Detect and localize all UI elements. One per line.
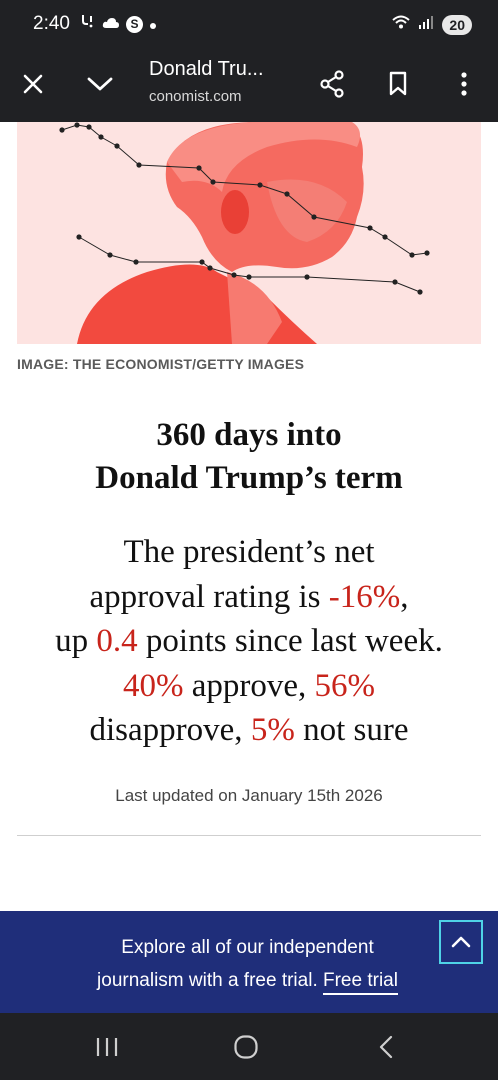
summary-text: not sure	[294, 712, 409, 748]
summary-text: disapprove,	[89, 712, 251, 748]
system-navigation-bar	[0, 1013, 498, 1080]
share-icon[interactable]	[312, 64, 352, 104]
chevron-up-icon	[451, 936, 471, 948]
signal-icon	[418, 14, 434, 35]
recent-apps-icon[interactable]	[87, 1030, 127, 1064]
cloud-icon	[102, 15, 120, 35]
home-icon[interactable]	[226, 1030, 266, 1064]
divider	[17, 835, 481, 836]
net-approval-value: -16%	[328, 578, 401, 615]
missed-call-icon	[80, 13, 96, 36]
wifi-icon	[392, 14, 411, 35]
promo-text: Explore all of our independent journalis…	[60, 931, 435, 997]
system-icons: 20	[392, 14, 472, 35]
bookmark-icon[interactable]	[378, 64, 418, 104]
headline-line-1: 360 days into	[156, 417, 342, 453]
article-headline: 360 days into Donald Trump’s term	[0, 414, 498, 500]
promo-line-2: journalism with a free trial. Free trial	[60, 964, 435, 997]
status-bar: 2:40 S 20	[0, 0, 498, 50]
battery-icon: 20	[442, 14, 472, 35]
image-caption: IMAGE: THE ECONOMIST/GETTY IMAGES	[17, 356, 305, 372]
free-trial-link[interactable]: Free trial	[323, 970, 398, 995]
summary-text: approval rating is	[89, 578, 329, 615]
page-title: Donald Tru...	[149, 58, 264, 80]
chevron-down-icon[interactable]	[80, 64, 120, 104]
scroll-to-top-button[interactable]	[439, 920, 483, 964]
s-app-icon: S	[126, 16, 143, 33]
promo-line-2-text: journalism with a free trial.	[97, 970, 323, 991]
summary-line-1: The president’s net	[0, 530, 498, 575]
summary-line-5: disapprove, 5% not sure	[0, 708, 498, 753]
summary-text: ,	[400, 578, 409, 615]
summary-text: approve,	[183, 667, 315, 704]
status-time: 2:40	[33, 13, 70, 34]
back-icon[interactable]	[366, 1030, 406, 1064]
close-icon[interactable]	[13, 64, 53, 104]
approval-summary: The president’s net approval rating is -…	[0, 530, 498, 753]
last-updated: Last updated on January 15th 2026	[115, 786, 383, 805]
summary-text: points since last week.	[137, 623, 443, 659]
summary-line-4: 40% approve, 56%	[0, 664, 498, 709]
summary-line-2: approval rating is -16%,	[0, 575, 498, 620]
summary-text: up	[55, 623, 97, 659]
dot-icon	[149, 15, 157, 35]
page-url: conomist.com	[149, 88, 242, 105]
more-vert-icon[interactable]	[444, 64, 484, 104]
approve-value: 40%	[122, 667, 184, 704]
free-trial-banner: Explore all of our independent journalis…	[0, 911, 498, 1013]
custom-tab-toolbar: Donald Tru... conomist.com	[0, 50, 498, 122]
notification-icons: S	[80, 13, 157, 36]
disapprove-value: 56%	[314, 667, 376, 704]
not-sure-value: 5%	[250, 712, 295, 748]
battery-level: 20	[449, 16, 465, 33]
hero-image	[17, 122, 481, 344]
summary-line-3: up 0.4 points since last week.	[0, 619, 498, 664]
summary-text: The president’s net	[123, 534, 375, 570]
weekly-change-value: 0.4	[96, 623, 138, 659]
promo-line-1: Explore all of our independent	[121, 937, 374, 958]
headline-line-2: Donald Trump’s term	[95, 460, 403, 496]
